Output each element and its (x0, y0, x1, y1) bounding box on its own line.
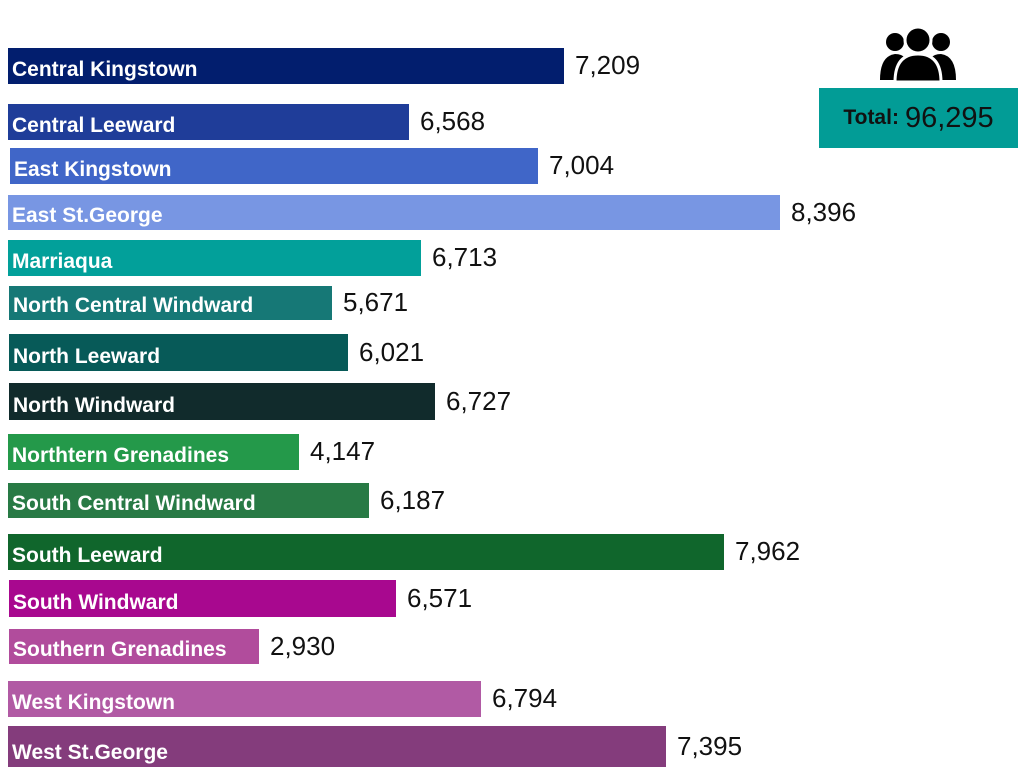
bar-label: East St.George (12, 204, 163, 227)
bar-west-kingstown: West Kingstown (8, 681, 481, 717)
bar-north-leeward: North Leeward (9, 334, 348, 371)
bar-south-central-windward: South Central Windward (8, 483, 369, 518)
bar-south-windward: South Windward (9, 580, 396, 617)
bar-value: 6,021 (359, 336, 425, 367)
bar-central-kingstown: Central Kingstown (8, 48, 564, 84)
bar-label: South Windward (13, 591, 179, 614)
bar-north-central-windward: North Central Windward (9, 286, 332, 320)
bar-value: 7,004 (549, 150, 615, 180)
bar-value: 7,962 (735, 536, 801, 566)
total-value: 96,295 (904, 101, 994, 134)
bar-value: 2,930 (270, 630, 336, 661)
people-group-icon (880, 25, 956, 82)
bar-value: 8,396 (791, 196, 857, 227)
bar-label: Central Leeward (12, 114, 176, 137)
bar-value: 5,671 (343, 287, 409, 317)
bar-value: 6,727 (446, 385, 512, 416)
bar-label: Central Kingstown (12, 58, 198, 81)
bar-east-st-george: East St.George (8, 195, 780, 230)
total-label: Total: (843, 106, 899, 129)
bar-north-windward: North Windward (9, 383, 435, 420)
bar-southern-grenadines: Southern Grenadines (9, 629, 259, 664)
bar-central-leeward: Central Leeward (8, 104, 409, 140)
bar-label: South Leeward (12, 544, 163, 567)
bar-east-kingstown: East Kingstown (10, 148, 538, 184)
bar-west-st-george: West St.George (8, 726, 666, 767)
bar-value: 7,395 (677, 730, 743, 761)
bar-value: 6,713 (432, 242, 498, 272)
bar-label: West St.George (12, 741, 168, 764)
bar-south-leeward: South Leeward (8, 534, 724, 570)
bar-label: West Kingstown (12, 691, 175, 714)
bar-value: 6,568 (420, 106, 486, 136)
bar-label: Northtern Grenadines (12, 444, 230, 467)
bar-northern-grenadines: Northtern Grenadines (8, 434, 299, 470)
bar-value: 6,571 (407, 582, 473, 613)
bar-label: North Leeward (13, 345, 161, 368)
bar-label: East Kingstown (14, 158, 172, 181)
bar-label: Marriaqua (12, 250, 113, 273)
bar-marriaqua: Marriaqua (8, 240, 421, 276)
bar-label: North Central Windward (13, 294, 254, 317)
bar-value: 4,147 (310, 436, 376, 466)
bar-value: 7,209 (575, 50, 641, 80)
bar-label: North Windward (13, 394, 175, 417)
bar-value: 6,187 (380, 484, 446, 515)
bar-value: 6,794 (492, 683, 558, 713)
total-summary-box: Total: 96,295 (819, 88, 1018, 148)
bar-label: Southern Grenadines (13, 638, 227, 661)
bar-label: South Central Windward (12, 492, 256, 515)
